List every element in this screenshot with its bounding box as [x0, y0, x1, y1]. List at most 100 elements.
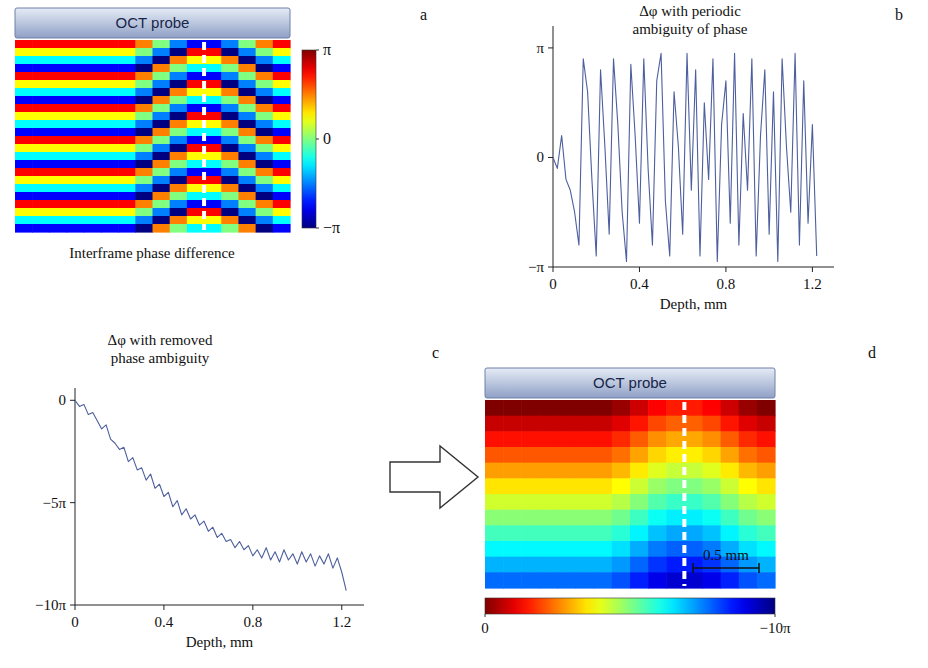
cell [135, 112, 153, 121]
colorbar-label: −π [323, 219, 340, 236]
x-tick [639, 267, 640, 272]
cell [153, 208, 171, 217]
cell [273, 192, 291, 201]
cell [153, 128, 171, 137]
x-tick-label: 0.4 [155, 614, 174, 630]
panel-letter: b [895, 6, 903, 23]
cell [187, 40, 205, 49]
x-tick [75, 605, 76, 610]
cell [684, 494, 703, 510]
cell [32, 96, 50, 105]
cell [32, 184, 50, 193]
cell [648, 510, 667, 526]
cell [49, 128, 67, 137]
title-line: Δφ with removed [108, 332, 213, 348]
scan-line [682, 402, 686, 586]
cell [721, 431, 740, 447]
scale-bar-end [758, 563, 760, 573]
cell [170, 184, 188, 193]
cell [521, 416, 540, 432]
cell [101, 144, 119, 153]
cell [49, 112, 67, 121]
cell [594, 525, 613, 541]
cell [238, 216, 256, 225]
cell [684, 478, 703, 494]
cells [485, 400, 776, 589]
cell [221, 176, 239, 185]
cell [594, 478, 613, 494]
cell [15, 72, 33, 81]
cell [558, 463, 577, 479]
cell [135, 64, 153, 73]
x-tick [341, 605, 342, 610]
cell [757, 416, 776, 432]
cell [170, 208, 188, 217]
cell [204, 200, 222, 209]
cell [221, 128, 239, 137]
cell [739, 463, 758, 479]
cell [84, 56, 102, 65]
cell [187, 80, 205, 89]
cell [153, 96, 171, 105]
cell [32, 56, 50, 65]
cell [84, 152, 102, 161]
colorbar-tick [316, 50, 319, 51]
cell [539, 416, 558, 432]
cell [204, 160, 222, 169]
cell [521, 557, 540, 573]
cell [558, 525, 577, 541]
cell [221, 216, 239, 225]
cell [135, 120, 153, 129]
cell [187, 136, 205, 145]
cell [153, 200, 171, 209]
cell [612, 525, 631, 541]
cell [67, 48, 85, 57]
cell [101, 96, 119, 105]
scan-line [202, 42, 206, 230]
line-panel: Δφ with periodicambiguity of phase00.40.… [528, 3, 834, 312]
cell [170, 160, 188, 169]
cell [204, 208, 222, 217]
cell [576, 431, 595, 447]
cell [67, 152, 85, 161]
cell [666, 431, 685, 447]
cell [118, 48, 136, 57]
cell [49, 160, 67, 169]
cell [32, 224, 50, 233]
cell [539, 510, 558, 526]
cell [170, 200, 188, 209]
cell [721, 494, 740, 510]
cell [703, 431, 722, 447]
cell [221, 64, 239, 73]
cell [32, 192, 50, 201]
colorbar-label: 0 [481, 620, 489, 636]
cell [757, 400, 776, 416]
cell [273, 168, 291, 177]
cell [594, 572, 613, 588]
cell [32, 40, 50, 49]
cell [221, 72, 239, 81]
cell [153, 224, 171, 233]
cell [170, 168, 188, 177]
cell [187, 72, 205, 81]
cell [485, 431, 504, 447]
cell [521, 541, 540, 557]
cell [539, 572, 558, 588]
cell [539, 494, 558, 510]
cell [558, 510, 577, 526]
cell [256, 104, 274, 113]
cell [256, 40, 274, 49]
cell [503, 447, 522, 463]
cell [153, 40, 171, 49]
cell [204, 56, 222, 65]
cell [612, 463, 631, 479]
cell [273, 136, 291, 145]
cell [32, 112, 50, 121]
cell [118, 184, 136, 193]
cell [612, 431, 631, 447]
cell [170, 88, 188, 97]
cell [153, 168, 171, 177]
y-tick-label: 0 [59, 392, 67, 408]
cell [170, 104, 188, 113]
cell [67, 208, 85, 217]
